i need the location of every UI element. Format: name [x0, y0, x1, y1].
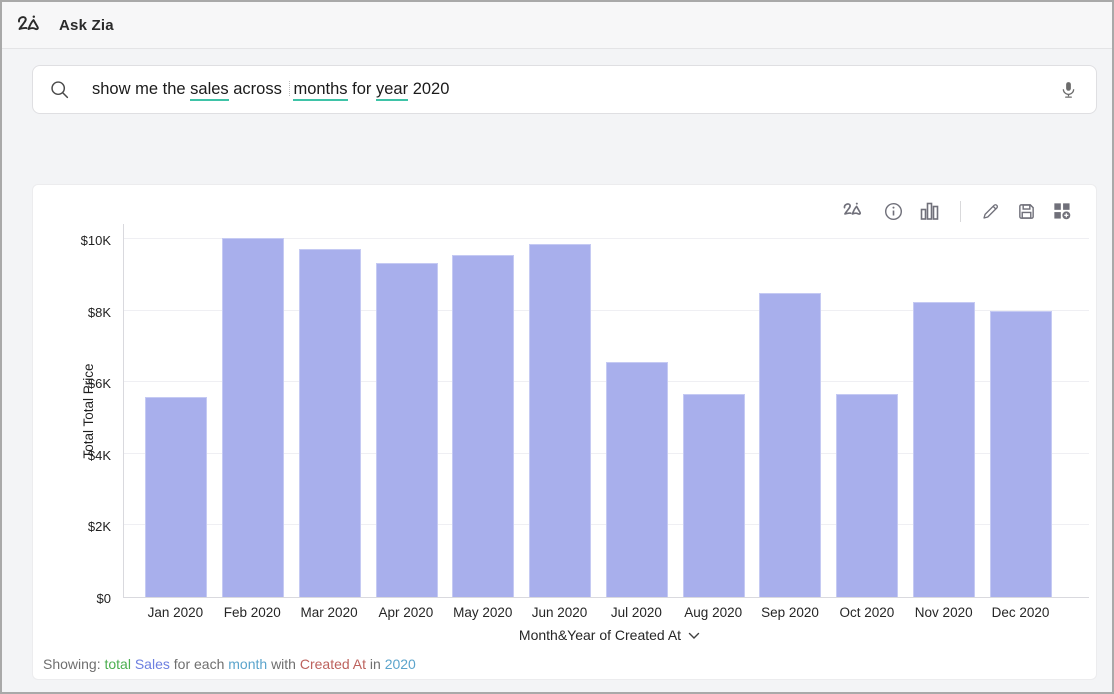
x-tick-label: Nov 2020 — [905, 605, 982, 620]
x-tick-label: Oct 2020 — [828, 605, 905, 620]
bar[interactable] — [529, 244, 591, 597]
chart-card: Total Total Price $0$2K$4K$6K$8K$10K Jan… — [32, 184, 1097, 680]
save-icon[interactable] — [1017, 202, 1036, 221]
query-text: across — [229, 80, 287, 98]
zia-icon[interactable] — [842, 201, 867, 221]
chart-type-icon[interactable] — [920, 201, 940, 221]
app-header: Ask Zia — [2, 2, 1112, 49]
bar-slot — [292, 224, 369, 597]
bar[interactable] — [759, 293, 821, 597]
microphone-icon[interactable] — [1059, 79, 1078, 101]
y-tick-label: $6K — [33, 376, 111, 391]
x-tick-label: Dec 2020 — [982, 605, 1059, 620]
summary-token: Showing: — [43, 656, 104, 672]
query-token: year — [376, 80, 408, 101]
text-cursor — [289, 81, 290, 96]
bar[interactable] — [222, 238, 284, 597]
chart-toolbar — [33, 185, 1096, 224]
bar-slot — [675, 224, 752, 597]
summary-token: with — [271, 656, 300, 672]
bar-slot — [215, 224, 292, 597]
y-tick-label: $10K — [33, 233, 111, 248]
x-tick-label: Aug 2020 — [675, 605, 752, 620]
page-title: Ask Zia — [59, 17, 114, 34]
search-input[interactable]: show me the sales across months for year… — [92, 80, 1059, 99]
x-tick-label: Feb 2020 — [214, 605, 291, 620]
zia-logo-icon — [16, 13, 46, 38]
bar[interactable] — [376, 263, 438, 597]
bar[interactable] — [145, 397, 207, 597]
y-tick-label: $2K — [33, 519, 111, 534]
bar[interactable] — [452, 255, 514, 597]
bar-slot — [906, 224, 983, 597]
bar[interactable] — [836, 394, 898, 597]
y-tick-label: $8K — [33, 305, 111, 320]
bar[interactable] — [990, 311, 1052, 597]
query-token: months — [293, 80, 347, 101]
x-tick-label: Mar 2020 — [291, 605, 368, 620]
bar-slot — [138, 224, 215, 597]
summary-token: total — [104, 656, 134, 672]
query-token: sales — [190, 80, 229, 101]
plot-area — [123, 224, 1089, 598]
query-text: 2020 — [408, 80, 449, 98]
edit-icon[interactable] — [981, 202, 1000, 221]
x-tick-label: Sep 2020 — [752, 605, 829, 620]
add-to-dashboard-icon[interactable] — [1053, 202, 1071, 220]
bar-slot — [752, 224, 829, 597]
search-icon — [49, 79, 70, 100]
x-tick-label: May 2020 — [444, 605, 521, 620]
bar[interactable] — [683, 394, 745, 597]
x-tick-label: Apr 2020 — [367, 605, 444, 620]
summary-token: Created At — [300, 656, 370, 672]
summary-token: for each — [174, 656, 228, 672]
query-text: for — [348, 80, 376, 98]
x-tick-label: Jun 2020 — [521, 605, 598, 620]
chevron-down-icon[interactable] — [688, 632, 700, 640]
y-tick-label: $4K — [33, 448, 111, 463]
bar-slot — [522, 224, 599, 597]
bar-slot — [982, 224, 1059, 597]
bar[interactable] — [606, 362, 668, 597]
info-icon[interactable] — [884, 202, 903, 221]
x-axis-title-row: Month&Year of Created At — [123, 627, 1096, 643]
bar-slot — [368, 224, 445, 597]
summary-token: in — [370, 656, 385, 672]
query-text: show me the — [92, 80, 190, 98]
y-tick-label: $0 — [33, 591, 111, 606]
bars — [124, 224, 1089, 597]
bar-slot — [599, 224, 676, 597]
ask-zia-screen: Ask Zia show me the sales across months … — [0, 0, 1114, 694]
summary-token: Sales — [135, 656, 174, 672]
x-tick-label: Jan 2020 — [137, 605, 214, 620]
showing-summary: Showing: total Sales for each month with… — [33, 643, 1096, 672]
x-tick-label: Jul 2020 — [598, 605, 675, 620]
toolbar-divider — [960, 201, 961, 222]
bar-slot — [829, 224, 906, 597]
bar[interactable] — [913, 302, 975, 597]
summary-token: month — [228, 656, 271, 672]
x-axis-title: Month&Year of Created At — [519, 627, 681, 643]
search-bar[interactable]: show me the sales across months for year… — [32, 65, 1097, 114]
bar-chart: Total Total Price $0$2K$4K$6K$8K$10K — [33, 224, 1089, 598]
x-labels: Jan 2020Feb 2020Mar 2020Apr 2020May 2020… — [123, 605, 1089, 620]
summary-token: 2020 — [385, 656, 416, 672]
bar[interactable] — [299, 249, 361, 597]
bar-slot — [445, 224, 522, 597]
